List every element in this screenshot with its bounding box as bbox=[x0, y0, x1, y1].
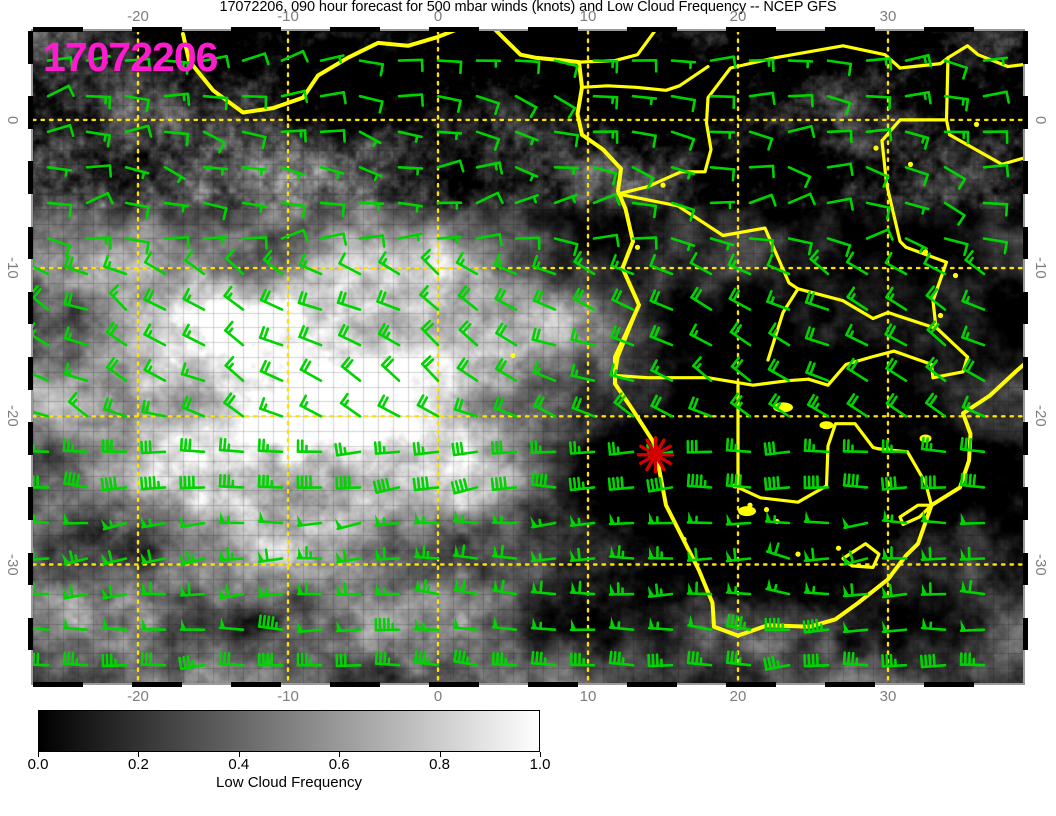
timestamp-stamp: 17072206 bbox=[43, 34, 218, 80]
x-tick-label-top: -20 bbox=[127, 8, 149, 25]
site-marker-icon bbox=[636, 436, 675, 474]
y-tick-label-left: -20 bbox=[4, 405, 21, 428]
x-tick-label-top: 0 bbox=[433, 8, 443, 25]
colorbar-tick-label: 0.0 bbox=[27, 756, 49, 773]
chart-title: 17072206, 090 hour forecast for 500 mbar… bbox=[219, 0, 837, 15]
axis-ticks-bottom bbox=[33, 682, 1023, 687]
y-tick-label-left: -30 bbox=[4, 553, 21, 576]
x-tick-label-bottom: 20 bbox=[729, 688, 747, 705]
colorbar-tick-label: 0.6 bbox=[328, 756, 350, 773]
x-tick-label-bottom: -10 bbox=[277, 688, 299, 705]
map-plot-area: 17072206 bbox=[33, 31, 1023, 683]
wind-barb-field bbox=[33, 49, 1011, 671]
colorbar-ticks bbox=[38, 752, 541, 760]
y-tick-label-right: -20 bbox=[1032, 405, 1049, 428]
y-tick-label-right: -30 bbox=[1032, 553, 1049, 576]
y-tick-label-right: -10 bbox=[1032, 257, 1049, 279]
axis-ticks-top bbox=[33, 27, 1023, 32]
colorbar-tick-label: 0.8 bbox=[429, 756, 451, 773]
x-tick-label-bottom: 0 bbox=[433, 688, 443, 705]
colorbar-tick-label: 1.0 bbox=[529, 756, 551, 773]
y-tick-label-left: 0 bbox=[4, 115, 21, 125]
x-tick-label-bottom: -20 bbox=[127, 688, 149, 705]
x-tick-label-top: 20 bbox=[729, 8, 747, 25]
x-tick-label-bottom: 30 bbox=[879, 688, 897, 705]
colorbar-title: Low Cloud Frequency bbox=[216, 774, 362, 791]
x-tick-label-top: -10 bbox=[277, 8, 299, 25]
y-tick-label-right: 0 bbox=[1032, 115, 1049, 125]
low-cloud-frequency-raster bbox=[33, 31, 1023, 683]
x-tick-label-bottom: 10 bbox=[579, 688, 597, 705]
x-tick-label-top: 30 bbox=[879, 8, 897, 25]
colorbar-tick-label: 0.4 bbox=[228, 756, 250, 773]
x-tick-label-top: 10 bbox=[579, 8, 597, 25]
colorbar-tick-label: 0.2 bbox=[127, 756, 149, 773]
axis-ticks-left bbox=[28, 31, 33, 683]
axis-ticks-right bbox=[1023, 31, 1028, 683]
colorbar bbox=[38, 710, 540, 752]
y-tick-label-left: -10 bbox=[4, 257, 21, 279]
